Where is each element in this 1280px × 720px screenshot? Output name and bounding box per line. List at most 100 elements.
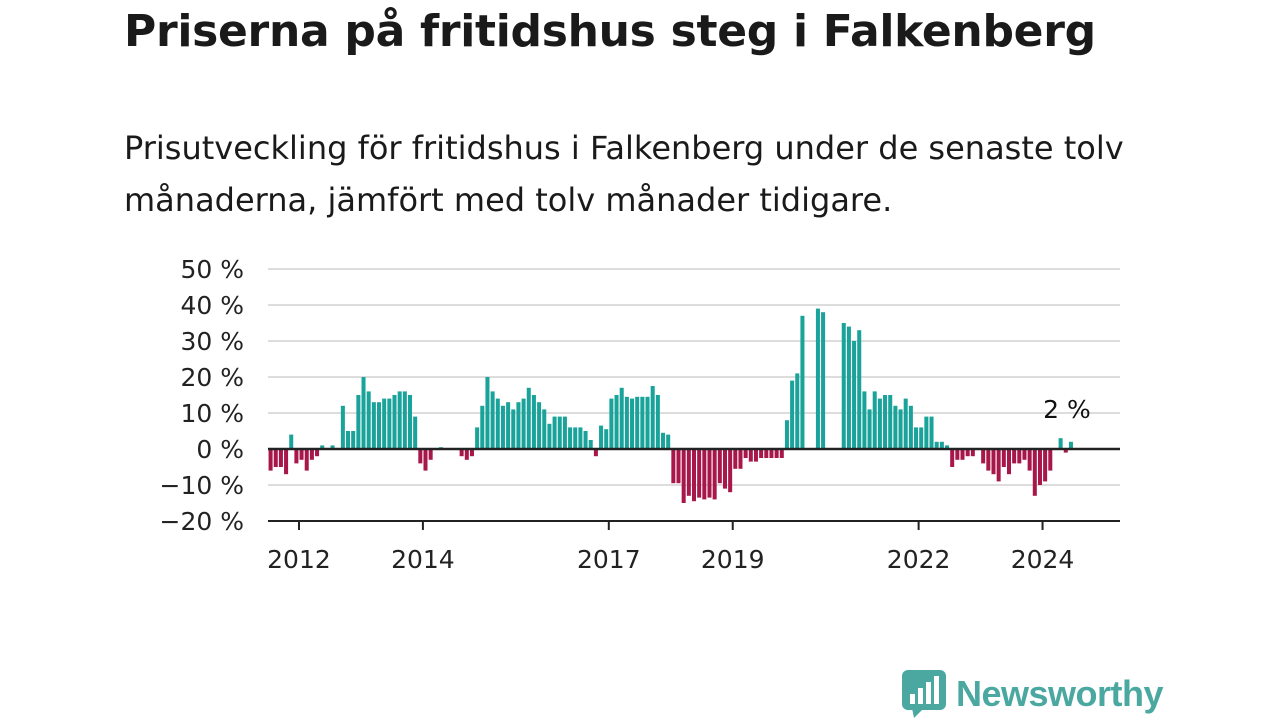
- bar: [645, 396, 650, 449]
- bar: [877, 398, 882, 449]
- bar: [697, 449, 702, 498]
- bar: [743, 449, 748, 458]
- bar: [356, 395, 361, 449]
- bar: [330, 445, 335, 449]
- bar: [671, 449, 676, 484]
- bar: [815, 308, 820, 449]
- bar: [340, 405, 345, 449]
- bar: [531, 395, 536, 449]
- bar: [516, 402, 521, 449]
- y-tick-label: 0 %: [196, 435, 244, 464]
- bar: [485, 377, 490, 449]
- bar: [960, 449, 965, 460]
- bar-chart: −20 %−10 %0 %10 %20 %30 %40 %50 % 2012 20…: [160, 255, 1120, 574]
- bar: [934, 441, 939, 449]
- bar: [361, 377, 366, 449]
- bar: [542, 409, 547, 449]
- bar: [929, 416, 934, 449]
- bar: [821, 312, 826, 449]
- bar: [841, 323, 846, 449]
- bar: [661, 432, 666, 449]
- bar: [284, 449, 289, 475]
- bar: [304, 449, 309, 471]
- bar: [753, 449, 758, 462]
- bar: [738, 449, 743, 469]
- bar: [728, 449, 733, 493]
- bar: [991, 449, 996, 475]
- bar: [299, 449, 304, 460]
- bar: [469, 449, 474, 457]
- bar: [521, 398, 526, 449]
- bar: [893, 405, 898, 449]
- bar: [377, 402, 382, 449]
- chart-title: Priserna på fritidshus steg i Falkenberg: [124, 6, 1096, 57]
- bar: [769, 449, 774, 458]
- bar: [506, 402, 511, 449]
- bar: [552, 416, 557, 449]
- bar: [464, 449, 469, 460]
- bar: [774, 449, 779, 458]
- bar: [779, 449, 784, 458]
- y-tick-label: 40 %: [180, 291, 244, 320]
- bar: [790, 380, 795, 449]
- bar: [1032, 449, 1037, 496]
- bar: [867, 409, 872, 449]
- bar: [346, 431, 351, 449]
- bar: [908, 405, 913, 449]
- x-ticks: 2012 2014 2017 2019 2022 2024: [267, 521, 1074, 574]
- bar: [392, 395, 397, 449]
- bar: [996, 449, 1001, 482]
- bar: [1058, 438, 1063, 449]
- x-tick-label: 2014: [391, 545, 455, 574]
- last-value-label: 2 %: [1043, 395, 1091, 424]
- bar: [568, 427, 573, 449]
- bar: [1012, 449, 1017, 464]
- bar: [1022, 449, 1027, 460]
- bar: [986, 449, 991, 471]
- bar: [852, 341, 857, 449]
- bar: [351, 431, 356, 449]
- bar: [676, 449, 681, 484]
- bar: [872, 391, 877, 449]
- bar: [681, 449, 686, 503]
- bar: [1068, 441, 1073, 449]
- bar: [857, 330, 862, 449]
- bar: [1037, 449, 1042, 485]
- newsworthy-logo: Newsworthy: [902, 670, 1164, 718]
- bar: [583, 431, 588, 449]
- bar: [428, 449, 433, 460]
- bar: [619, 387, 624, 449]
- bar: [950, 449, 955, 467]
- bar: [635, 396, 640, 449]
- y-tick-label: −20 %: [160, 507, 244, 536]
- bar: [722, 449, 727, 489]
- bar: [1048, 449, 1053, 471]
- bar: [537, 402, 542, 449]
- bar: [1017, 449, 1022, 464]
- bar: [1001, 449, 1006, 467]
- bar: [733, 449, 738, 469]
- axes: [268, 447, 1120, 522]
- bar: [784, 420, 789, 449]
- bar: [640, 396, 645, 449]
- bar: [898, 409, 903, 449]
- bar: [919, 427, 924, 449]
- bar: [702, 449, 707, 500]
- bar: [650, 386, 655, 449]
- bar: [475, 427, 480, 449]
- bar: [800, 315, 805, 449]
- bar: [382, 398, 387, 449]
- y-tick-label: −10 %: [160, 471, 244, 500]
- brand-name: Newsworthy: [956, 673, 1164, 714]
- bar: [981, 449, 986, 464]
- bar: [413, 416, 418, 449]
- bar: [557, 416, 562, 449]
- bar: [862, 391, 867, 449]
- x-tick-label: 2024: [1011, 545, 1075, 574]
- bar: [717, 449, 722, 484]
- bars: [268, 308, 1073, 503]
- chart-subtitle: Prisutveckling för fritidshus i Falkenbe…: [124, 129, 1124, 219]
- bar: [970, 449, 975, 457]
- bar: [315, 449, 320, 457]
- bar: [883, 395, 888, 449]
